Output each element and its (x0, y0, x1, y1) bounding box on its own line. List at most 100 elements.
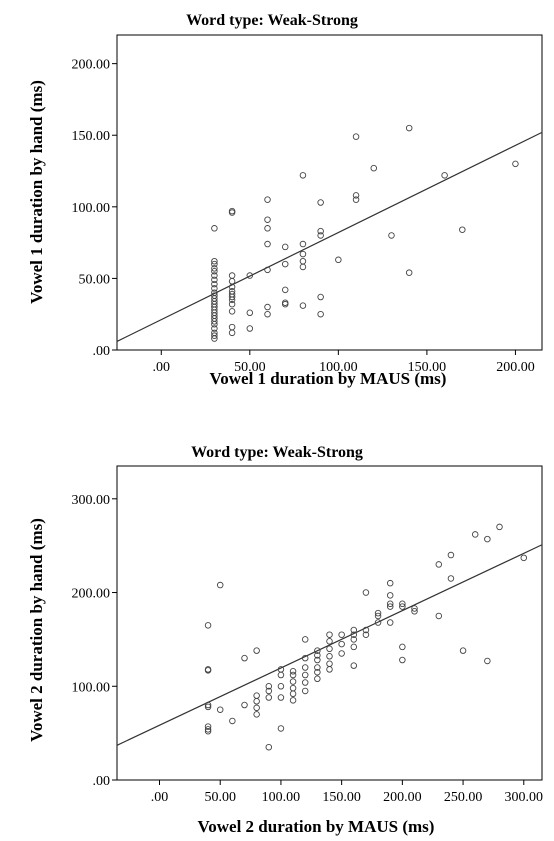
chart-title: Word type: Weak-Strong (186, 12, 358, 29)
data-point (216, 581, 224, 589)
data-point (299, 250, 307, 258)
data-point (317, 310, 324, 318)
data-point (265, 687, 273, 695)
data-point (301, 636, 309, 643)
x-tick-label: 300.00 (505, 790, 544, 805)
data-point (301, 664, 309, 671)
x-axis-label: Vowel 2 duration by MAUS (ms) (198, 817, 435, 836)
data-points (116, 124, 543, 342)
data-point (277, 725, 285, 732)
data-point (211, 276, 218, 284)
x-tick-label: 50.00 (204, 790, 236, 805)
data-point (211, 285, 218, 292)
data-point (204, 701, 212, 709)
data-point (314, 675, 321, 683)
data-point (326, 653, 333, 660)
data-point (374, 609, 382, 617)
data-point (314, 664, 321, 671)
data-point (386, 619, 394, 626)
data-point (281, 260, 289, 268)
data-point (350, 662, 358, 669)
y-tick-label: 300.00 (72, 493, 111, 508)
data-point (484, 535, 491, 543)
y-axis-label: Vowel 1 duration by hand (ms) (27, 80, 46, 304)
y-tick-label: .00 (93, 344, 111, 359)
data-point (253, 711, 260, 718)
x-tick-label: 250.00 (444, 790, 483, 805)
data-point (484, 657, 491, 665)
data-point (265, 683, 273, 690)
data-point (228, 300, 236, 308)
data-point (338, 631, 345, 638)
x-tick-label: 150.00 (408, 360, 447, 375)
data-point (317, 227, 324, 235)
plot-frame (116, 465, 543, 781)
data-point (301, 654, 309, 662)
data-points (116, 523, 543, 751)
x-axis-ticks: .00 50.00 100.00 150.00 200.00 250.00 300.00 (151, 780, 543, 805)
data-point (211, 318, 218, 325)
data-point (317, 293, 324, 301)
data-point (411, 605, 418, 612)
data-point (386, 603, 394, 610)
data-point (228, 293, 236, 301)
data-point (362, 626, 370, 634)
data-point (370, 164, 378, 172)
data-point (211, 325, 218, 332)
chart-title: Word type: Weak-Strong (191, 444, 363, 461)
data-point (326, 645, 333, 653)
data-point (299, 240, 307, 248)
y-tick-label: 200.00 (72, 587, 111, 602)
data-point (374, 612, 382, 620)
y-axis-ticks: .00 50.00 100.00 150.00 200.00 (72, 58, 117, 359)
data-point (204, 723, 212, 730)
data-point (204, 703, 212, 711)
data-point (386, 592, 394, 599)
data-point (520, 554, 528, 562)
data-point (228, 308, 236, 315)
data-point (211, 268, 218, 275)
data-point (299, 172, 307, 179)
data-point (459, 647, 467, 654)
data-point (228, 329, 236, 337)
x-tick-label: 200.00 (496, 360, 535, 375)
data-point (352, 192, 360, 199)
scatter-chart-vowel-2: Word type: Weak-Strong .00 50.00 100.00 150… (27, 444, 543, 836)
data-point (338, 650, 345, 657)
data-point (246, 272, 254, 279)
data-point (512, 160, 519, 168)
data-point (350, 626, 358, 634)
data-point (211, 257, 218, 265)
data-point (253, 704, 260, 712)
data-point (228, 323, 236, 331)
data-point (471, 531, 479, 538)
x-tick-label: 150.00 (322, 790, 361, 805)
data-point (264, 216, 271, 223)
y-tick-label: 200.00 (72, 58, 111, 73)
x-tick-label: 50.00 (234, 360, 266, 375)
data-point (204, 726, 212, 733)
data-point (399, 603, 406, 610)
x-tick-label: 100.00 (319, 360, 358, 375)
data-point (211, 272, 218, 279)
data-point (399, 643, 406, 651)
data-point (211, 260, 218, 268)
data-point (352, 133, 360, 140)
data-point (374, 619, 382, 626)
y-axis-ticks: .00 100.00 200.00 300.00 (72, 493, 117, 789)
data-point (281, 300, 289, 308)
y-tick-label: 50.00 (79, 272, 111, 287)
data-point (228, 283, 236, 291)
data-point (265, 743, 273, 751)
data-point (496, 523, 503, 531)
data-point (264, 225, 271, 232)
data-point (228, 272, 236, 279)
data-point (289, 668, 297, 675)
data-point (326, 660, 333, 668)
data-point (338, 640, 345, 648)
data-point (204, 622, 212, 629)
data-point (314, 668, 321, 676)
data-point (350, 636, 358, 643)
data-point (246, 309, 254, 317)
data-point (399, 656, 406, 664)
